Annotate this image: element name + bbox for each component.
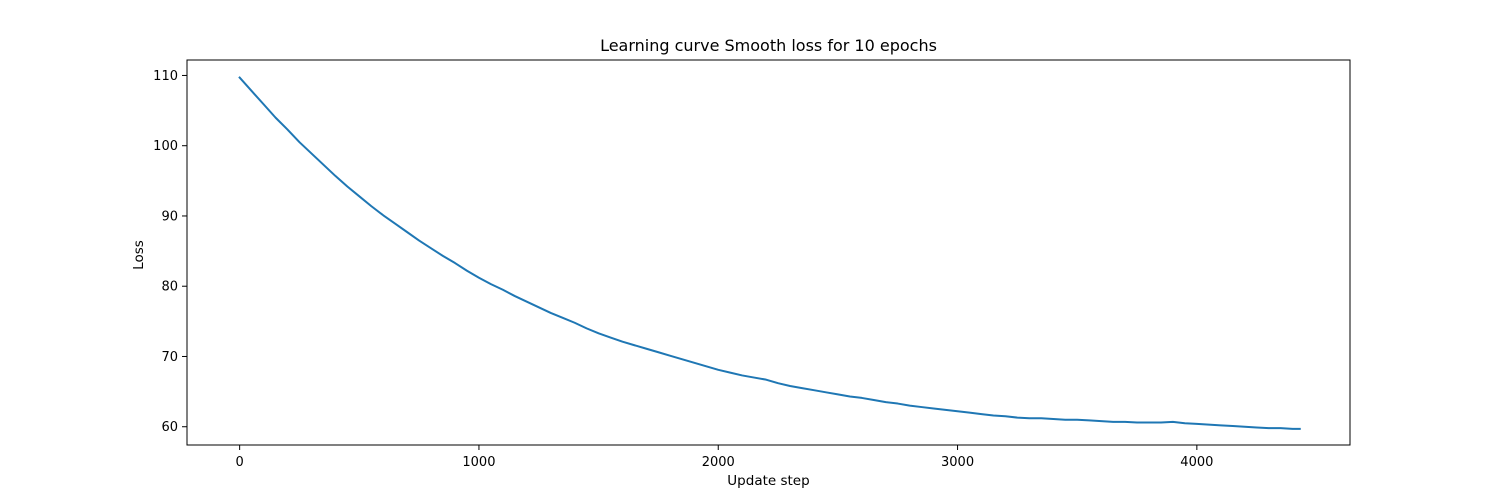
x-tick-label: 1000 [462, 455, 495, 470]
y-tick-label: 70 [161, 350, 178, 365]
plot-area: 0 1000 2000 3000 4000 60 70 80 90 100 110 [153, 59, 1351, 470]
x-axis-label: Update step [727, 473, 809, 489]
x-tick-label: 3000 [941, 455, 974, 470]
x-tick-label: 2000 [702, 455, 735, 470]
y-tick-label: 90 [161, 209, 178, 224]
plot-frame [186, 59, 1351, 446]
y-tick-label: 60 [161, 420, 178, 435]
x-tick-label: 4000 [1180, 455, 1213, 470]
y-axis-label: Loss [131, 240, 147, 270]
chart-title: Learning curve Smooth loss for 10 epochs [600, 36, 937, 55]
y-tick-label: 110 [153, 69, 178, 84]
y-tick-label: 100 [153, 139, 178, 154]
y-tick-label: 80 [161, 280, 178, 295]
x-tick-label: 0 [236, 455, 244, 470]
loss-curve-line [238, 76, 1301, 430]
